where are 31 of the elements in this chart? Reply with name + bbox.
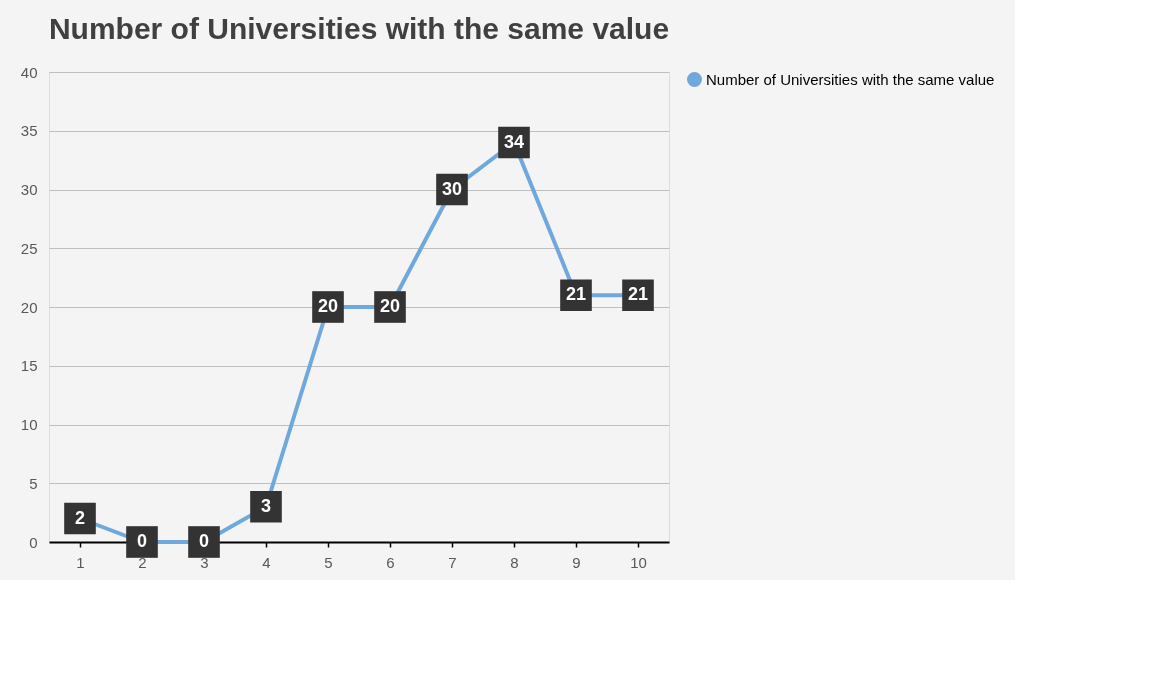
x-tick-label: 10 [630,553,647,571]
data-label: 0 [198,531,210,551]
x-tick-label: 8 [510,553,519,571]
y-tick-label: 25 [20,239,38,257]
x-tick-label: 4 [262,553,271,571]
data-label: 20 [317,296,339,316]
x-tick-label: 7 [448,553,457,571]
y-tick-label: 5 [29,474,38,492]
y-tick-label: 0 [29,533,38,551]
data-label: 34 [503,131,525,152]
data-label: 21 [627,284,649,305]
y-tick-label: 10 [20,416,38,433]
y-tick-label: 20 [20,298,38,316]
y-tick-label: 30 [20,181,38,198]
data-label: 30 [441,178,463,199]
y-tick-label: 40 [20,63,38,81]
chart-title: Number of Universities with the same value [48,12,670,45]
x-tick-label: 6 [386,553,395,571]
y-tick-label: 15 [20,357,38,375]
data-label: 20 [379,296,401,316]
x-tick-label: 3 [200,553,209,571]
data-label: 3 [260,495,272,516]
x-tick-label: 1 [76,553,85,571]
legend-label: Number of Universities with the same value [706,70,995,88]
data-label: 21 [565,284,587,305]
x-tick-label: 2 [138,553,147,571]
data-label: 2 [74,507,86,528]
x-tick-label: 9 [572,553,581,571]
data-label: 0 [136,531,148,551]
y-tick-label: 35 [20,122,38,140]
x-tick-label: 5 [324,553,333,571]
